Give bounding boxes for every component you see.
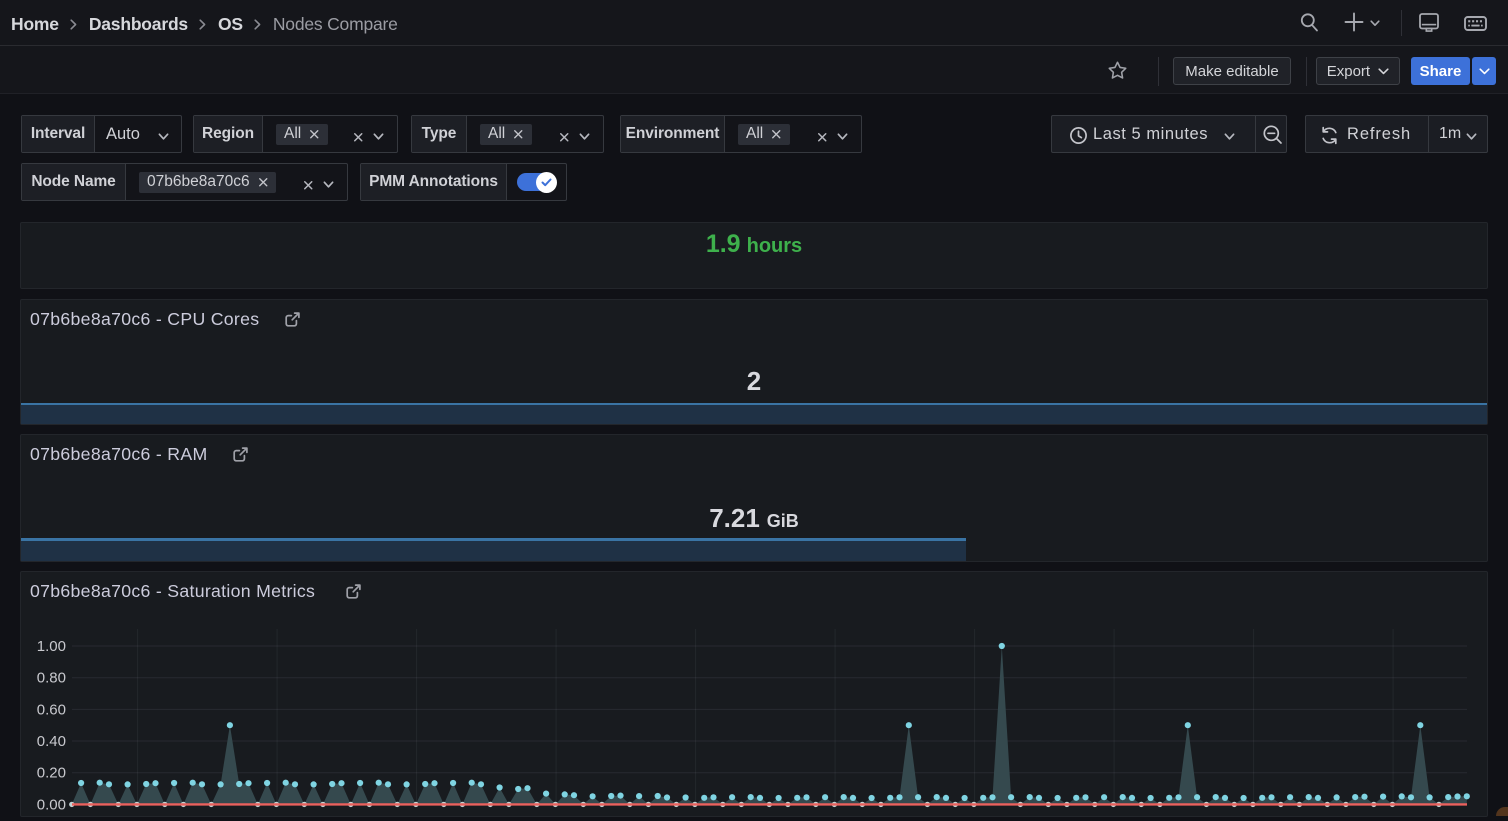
svg-text:0.20: 0.20 <box>37 765 66 782</box>
svg-text:0.40: 0.40 <box>37 733 66 750</box>
svg-text:0.00: 0.00 <box>37 796 66 813</box>
svg-text:0.60: 0.60 <box>37 701 66 718</box>
svg-text:1.00: 1.00 <box>37 638 66 655</box>
svg-text:0.80: 0.80 <box>37 670 66 687</box>
